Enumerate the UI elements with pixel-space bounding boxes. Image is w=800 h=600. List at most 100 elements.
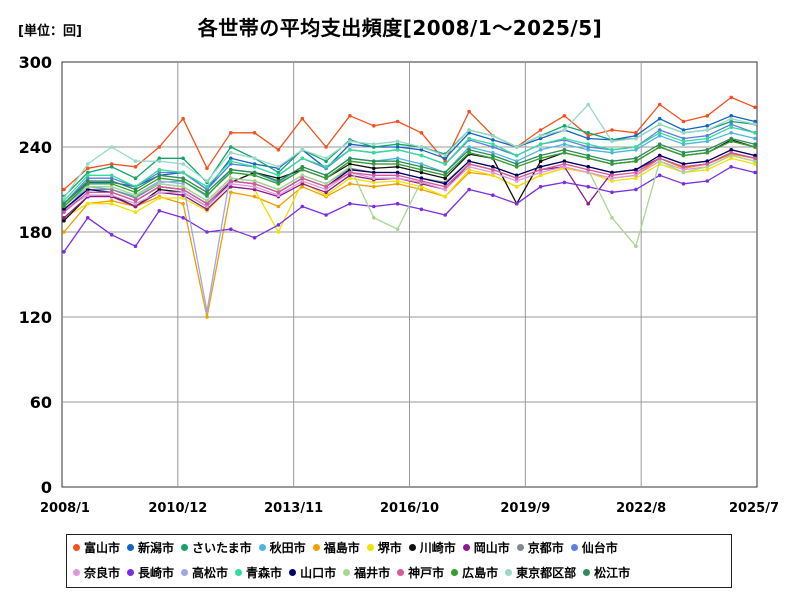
legend-item: 広島市 (451, 564, 498, 581)
data-point (229, 170, 233, 175)
data-point (705, 124, 710, 128)
data-point (634, 176, 638, 180)
data-point (538, 148, 543, 152)
data-point (634, 156, 638, 161)
data-point (443, 162, 448, 166)
legend-marker (181, 544, 189, 551)
data-point (252, 194, 257, 199)
data-point (467, 159, 471, 163)
data-point (634, 131, 638, 135)
data-point (133, 193, 138, 197)
data-point (514, 179, 519, 183)
data-point (181, 176, 185, 180)
x-tick-label: 2010/12 (148, 501, 207, 516)
legend-item: 福井市 (343, 564, 390, 581)
data-point (586, 133, 590, 138)
legend-item: 奈良市 (73, 564, 120, 581)
data-point (443, 194, 448, 199)
data-point (538, 133, 543, 138)
gridlines (62, 62, 757, 487)
data-point (705, 165, 710, 169)
legend-label: 長崎市 (138, 566, 175, 580)
data-point (514, 162, 519, 166)
data-point (372, 216, 376, 220)
data-point (181, 184, 185, 189)
data-point (133, 187, 138, 192)
legend-label: 高松市 (192, 566, 229, 580)
data-point (109, 201, 114, 206)
data-point (514, 145, 519, 149)
data-point (586, 167, 590, 172)
data-point (610, 190, 614, 195)
data-point (157, 187, 162, 192)
y-tick-label: 0 (41, 478, 52, 497)
data-point (657, 116, 662, 121)
data-point (62, 250, 66, 254)
data-point (62, 230, 66, 234)
data-point (205, 207, 209, 212)
legend-label: 堺市 (377, 541, 402, 555)
legend-label: 川崎市 (419, 541, 456, 555)
data-point (681, 170, 686, 175)
legend-marker (127, 544, 135, 551)
legend-label: 神戸市 (408, 566, 445, 580)
legend-item: 岡山市 (462, 539, 510, 556)
x-tick-label: 2008/1 (40, 501, 90, 516)
data-point (562, 142, 567, 146)
data-point (86, 190, 90, 195)
data-point (657, 133, 662, 138)
data-point (419, 170, 424, 175)
data-point (348, 142, 352, 146)
data-point (348, 148, 352, 152)
data-point (252, 170, 257, 175)
data-point (276, 165, 281, 169)
data-point (443, 153, 448, 158)
data-point (586, 156, 590, 161)
data-point (372, 145, 376, 149)
data-point (538, 153, 543, 158)
data-point (681, 142, 686, 146)
data-point (634, 244, 638, 248)
legend-item: 東京都区部 (505, 564, 576, 581)
data-point (109, 173, 114, 178)
data-point (252, 165, 257, 169)
data-point (109, 233, 114, 237)
data-point (372, 170, 376, 175)
data-point (657, 142, 662, 146)
data-point (443, 170, 448, 175)
legend: 富山市 新潟市 さいたま市 秋田市 福島市 堺市 川崎市 岡山市 京都市 仙台市 奈良市 長崎市 高松… (66, 534, 732, 588)
data-point (252, 156, 257, 161)
legend-item: 松江市 (583, 564, 630, 581)
data-point (657, 131, 662, 135)
data-point (657, 153, 662, 158)
legend-label: 東京都区部 (516, 566, 577, 580)
legend-marker (397, 569, 405, 576)
legend-marker (235, 569, 243, 576)
legend-label: さいたま市 (192, 541, 252, 555)
series-line (63, 157, 756, 233)
data-point (514, 165, 519, 169)
series-11 (62, 153, 757, 212)
data-point (133, 199, 138, 203)
data-point (681, 165, 686, 169)
data-point (753, 145, 757, 149)
data-point (86, 184, 90, 189)
data-point (348, 162, 352, 166)
data-point (324, 159, 328, 163)
data-point (610, 162, 614, 166)
data-point (634, 173, 638, 178)
series-line (63, 152, 756, 213)
data-point (419, 176, 424, 180)
data-point (109, 179, 114, 183)
y-axis: 0 60 120 180 240 300 (19, 53, 52, 497)
data-point (419, 187, 424, 192)
data-point (610, 170, 614, 175)
data-point (372, 159, 376, 163)
data-point (729, 95, 733, 100)
legend-marker (583, 569, 591, 576)
data-point (467, 167, 471, 172)
data-point (514, 176, 519, 180)
data-point (324, 173, 328, 178)
data-point (157, 173, 162, 178)
